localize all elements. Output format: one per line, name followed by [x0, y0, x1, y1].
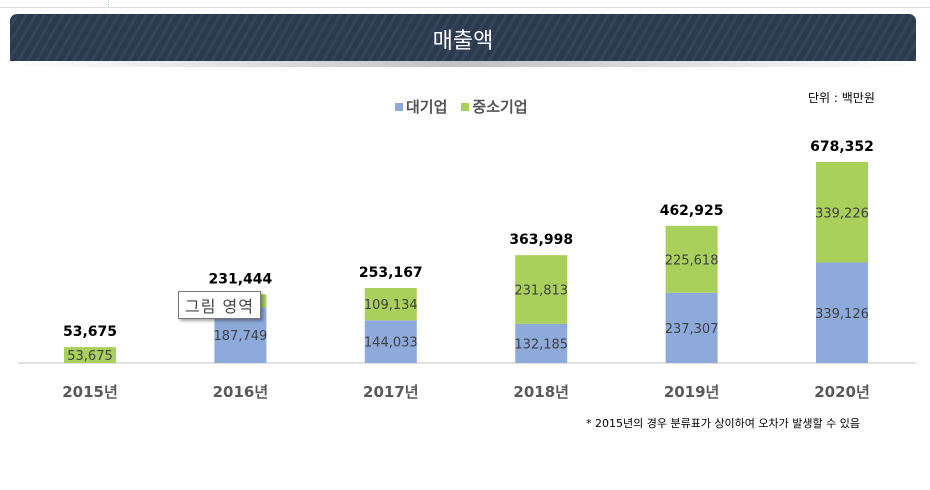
data-label: 225,618	[665, 253, 719, 268]
data-label: 144,033	[364, 336, 418, 351]
x-tick-label: 2018년	[513, 383, 569, 401]
footnote: * 2015년의 경우 분류표가 상이하여 오차가 발생할 수 있음	[586, 417, 860, 430]
x-tick-label: 2015년	[62, 383, 118, 401]
data-label: 237,307	[665, 322, 719, 337]
bar-segment	[816, 262, 868, 363]
legend: 대기업 중소기업	[395, 96, 528, 117]
x-tick-label: 2017년	[363, 383, 419, 401]
x-tick-label: 2016년	[213, 383, 269, 401]
data-label: 339,126	[815, 307, 869, 322]
legend-swatch	[461, 102, 470, 111]
total-label: 53,675	[63, 324, 117, 340]
total-label: 462,925	[660, 203, 724, 219]
data-label: 53,675	[67, 349, 113, 364]
divider	[108, 0, 110, 7]
total-label: 678,352	[810, 139, 874, 155]
legend-item-large: 대기업	[395, 96, 447, 117]
legend-label: 대기업	[406, 98, 448, 116]
unit-label: 단위 : 백만원	[808, 91, 875, 105]
x-tick-label: 2019년	[664, 383, 720, 401]
legend-item-sme: 중소기업	[461, 96, 528, 117]
x-tick-label: 2020년	[814, 383, 870, 401]
total-label: 363,998	[509, 232, 573, 248]
bar-segment	[665, 225, 718, 293]
chart-header: 매출액	[10, 14, 916, 61]
total-label: 231,444	[209, 271, 273, 287]
bar-segment	[515, 255, 568, 324]
bar-segment	[515, 323, 568, 363]
data-label: 132,185	[514, 337, 568, 352]
tooltip: 그림 영역	[178, 291, 261, 319]
top-border	[0, 0, 930, 8]
data-label: 109,134	[364, 298, 418, 313]
data-label: 339,226	[815, 206, 869, 221]
bar-segment	[665, 292, 718, 363]
header-shadow	[10, 61, 916, 67]
bar-segment	[364, 320, 417, 363]
total-label: 253,167	[359, 265, 423, 281]
legend-label: 중소기업	[472, 98, 528, 116]
bar-segment	[364, 287, 417, 321]
legend-swatch	[395, 102, 403, 111]
chart-title: 매출액	[432, 29, 494, 54]
data-label: 187,749	[214, 329, 268, 344]
bar-segment	[816, 162, 868, 263]
data-label: 231,813	[514, 283, 568, 298]
bar-segment	[64, 347, 116, 363]
